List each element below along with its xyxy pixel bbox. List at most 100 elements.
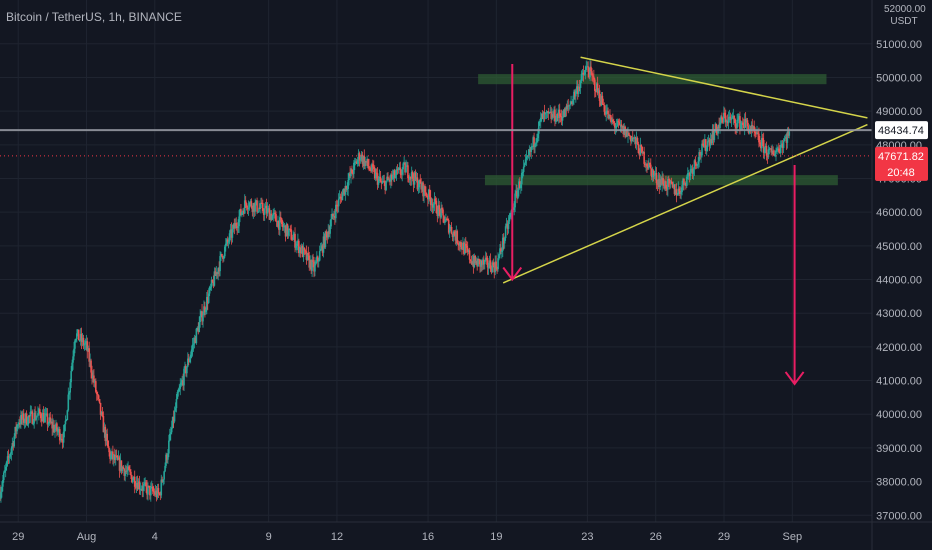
candle-body — [545, 112, 548, 114]
candle-body — [404, 162, 406, 173]
candle-body — [713, 132, 716, 140]
current-price-value: 47671.82 — [878, 151, 924, 163]
candle-body — [64, 420, 67, 425]
candle-body — [741, 122, 743, 124]
candle-body — [377, 178, 380, 185]
candle-body — [372, 164, 374, 167]
candle-body — [534, 143, 536, 147]
candle-body — [304, 250, 307, 252]
candle-body — [611, 119, 613, 123]
candle-body — [243, 210, 245, 214]
candle-body — [759, 142, 761, 145]
candle-body — [556, 113, 558, 122]
candle-body — [415, 177, 418, 180]
candle-body — [53, 424, 55, 433]
candle-body — [255, 200, 257, 204]
candle-body — [753, 126, 755, 132]
candle-body — [551, 114, 553, 119]
candle-body — [327, 231, 330, 238]
candle-body — [539, 117, 542, 121]
candle-body — [783, 138, 786, 142]
candle-body — [236, 226, 238, 229]
candle-body — [278, 220, 280, 230]
candle-body — [212, 281, 215, 286]
candle-body — [501, 250, 503, 252]
candle-body — [133, 476, 136, 487]
candle-body — [482, 259, 484, 265]
candle-body — [445, 218, 447, 222]
candle-body — [204, 306, 206, 312]
time-axis[interactable]: 29 Aug 4 9 12 16 19 23 26 29 Sep — [0, 521, 932, 543]
candle-body — [414, 172, 417, 180]
candle-body — [307, 252, 310, 256]
candle-body — [596, 83, 599, 94]
candle-body — [324, 231, 327, 248]
candle-body — [261, 202, 264, 212]
candle-body — [764, 145, 767, 148]
candle-body — [62, 431, 65, 443]
candle-body — [65, 419, 68, 421]
candle-body — [504, 226, 507, 239]
candle-body — [209, 286, 212, 288]
candle-body — [10, 448, 13, 454]
candle-body — [313, 261, 315, 272]
candle-body — [604, 111, 607, 115]
candle-body — [631, 137, 634, 139]
candle-body — [498, 255, 500, 259]
axis-unit: 52000.00 USDT — [884, 4, 926, 28]
candle-body — [466, 247, 469, 252]
candle-body — [390, 174, 393, 179]
candle-body — [788, 131, 791, 136]
candle-body — [486, 258, 489, 268]
candle-body — [375, 172, 378, 174]
candle-body — [276, 221, 278, 227]
candle-body — [134, 486, 137, 488]
candle-body — [754, 131, 756, 133]
candle-body — [7, 456, 10, 458]
candle-body — [232, 224, 235, 229]
candle-body — [98, 399, 101, 403]
candle-body — [139, 488, 142, 490]
candle-body — [223, 256, 225, 259]
candle-body — [560, 116, 563, 121]
candle-body — [760, 138, 763, 149]
candle-body — [55, 423, 57, 429]
candle-body — [195, 328, 198, 344]
candle-body — [756, 132, 758, 135]
candle-body — [544, 113, 547, 115]
candle-body — [180, 382, 182, 386]
candle-body — [573, 91, 575, 100]
candle-body — [686, 173, 689, 177]
candle-body — [742, 125, 745, 129]
candle-body — [71, 362, 73, 372]
candle-body — [782, 141, 785, 148]
candle-body — [176, 392, 179, 400]
candle-body — [566, 105, 569, 110]
candle-body — [337, 198, 340, 207]
candle-body — [761, 138, 764, 141]
candle-body — [649, 164, 652, 169]
candle-body — [150, 486, 153, 488]
candle-body — [443, 215, 445, 223]
candle-body — [11, 442, 14, 449]
candle-body — [530, 146, 533, 152]
candle-body — [653, 175, 656, 177]
candle-body — [311, 260, 313, 271]
candle-body — [588, 71, 590, 78]
candle-body — [361, 154, 364, 164]
candle-body — [241, 212, 243, 215]
candle-body — [550, 111, 552, 119]
candle-body — [453, 231, 456, 236]
candle-body — [294, 233, 296, 248]
candle-body — [267, 208, 270, 210]
price-axis[interactable]: 51000.0050000.0049000.0048000.0047000.00… — [871, 0, 922, 550]
candle-body — [230, 229, 233, 238]
candle-body — [121, 466, 124, 471]
candle-body — [599, 100, 602, 106]
candle-body — [185, 366, 187, 374]
candle-body — [478, 258, 480, 260]
candle-body — [132, 479, 134, 483]
triangle-upper-line — [580, 56, 868, 119]
candle-body — [160, 479, 163, 496]
